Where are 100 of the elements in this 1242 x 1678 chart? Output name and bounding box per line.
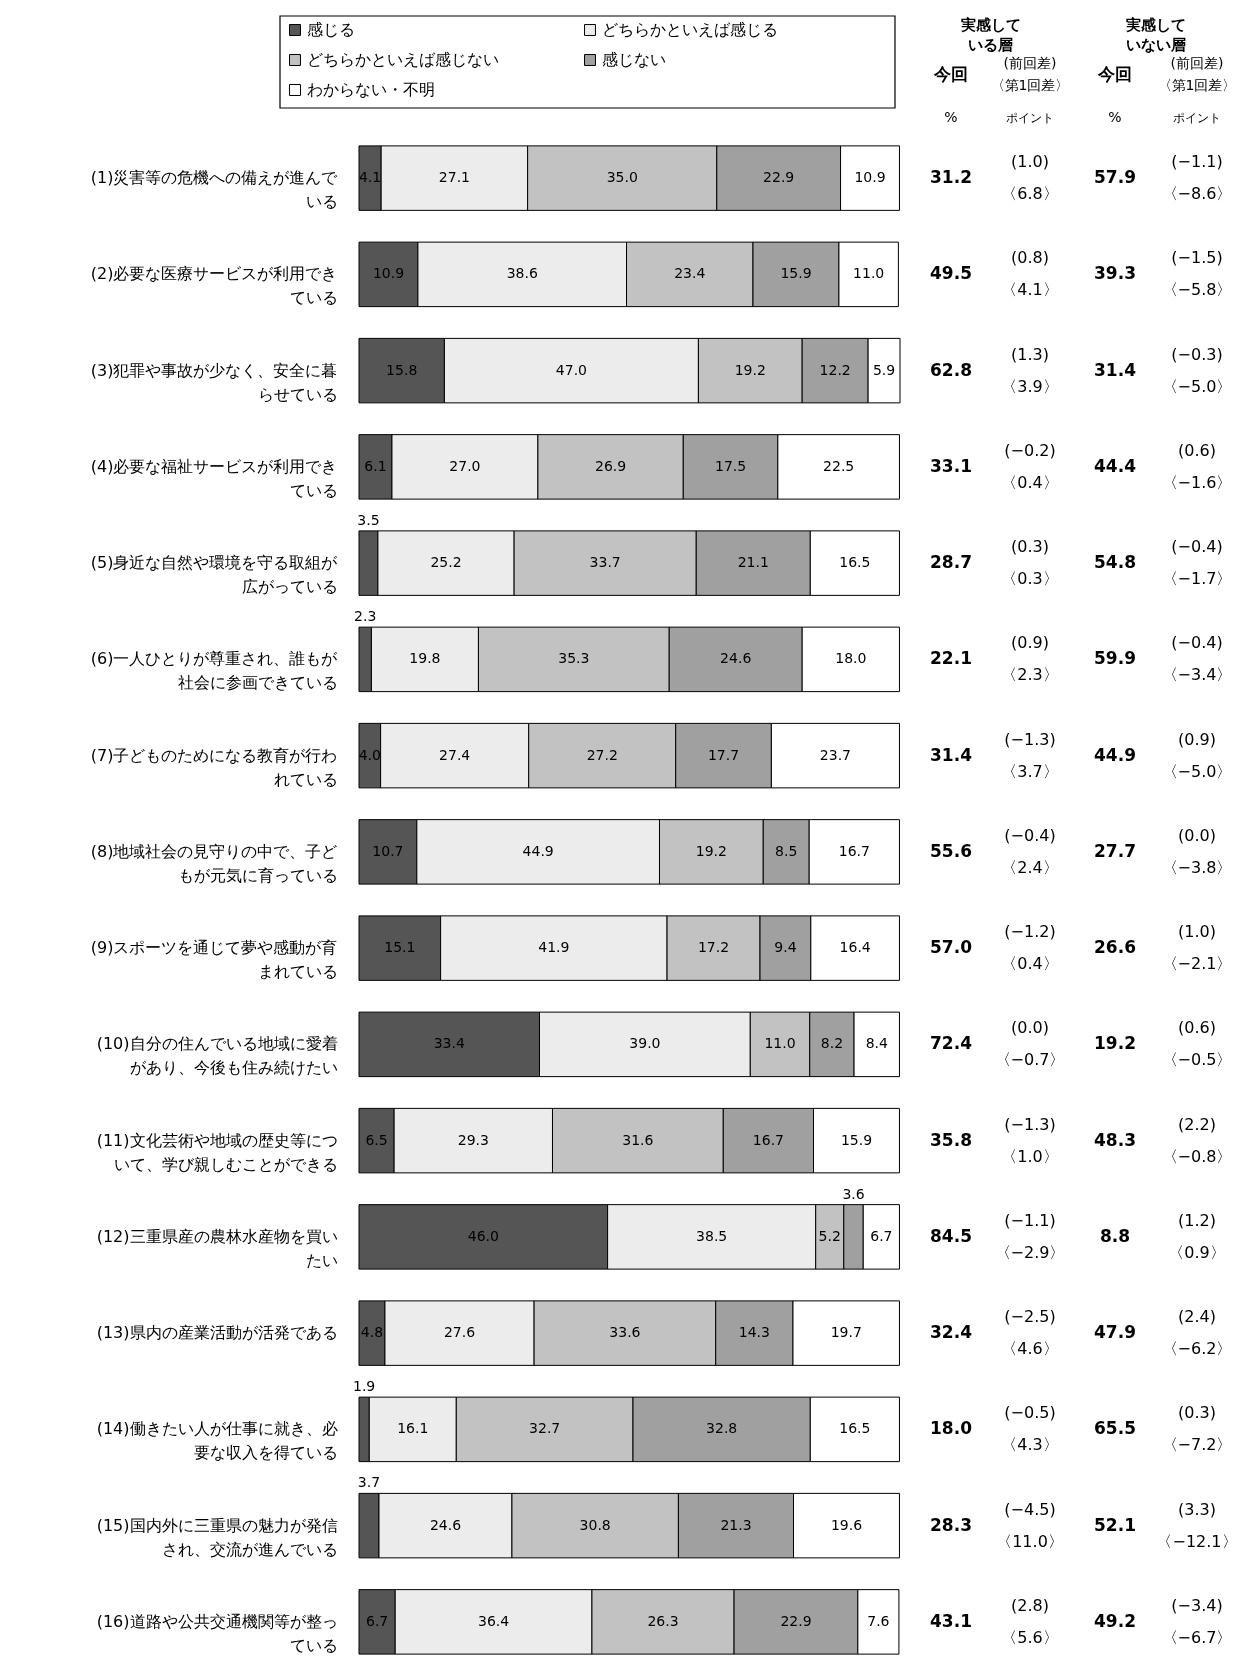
text: (−1.1) bbox=[1171, 152, 1223, 172]
text: 39.3 bbox=[1094, 263, 1136, 284]
data-label: 16.7 bbox=[752, 1131, 784, 1148]
data-label: 22.9 bbox=[763, 169, 795, 186]
y-tick-label: (8)地域社会の見守りの中で、子どもが元気に育っている bbox=[90, 841, 338, 885]
y-tick-label: (14)働きたい人が仕事に就き、必要な収入を得ている bbox=[96, 1419, 338, 1463]
text: 〈3.9〉 bbox=[1001, 376, 1059, 396]
text: 〈4.1〉 bbox=[1001, 280, 1059, 300]
data-label: 17.5 bbox=[714, 457, 747, 474]
data-label: 15.9 bbox=[840, 1131, 873, 1148]
y-tick-label: (10)自分の住んでいる地域に愛着があり、今後も住み続けたい bbox=[96, 1034, 338, 1078]
text: (−0.3) bbox=[1171, 344, 1223, 364]
data-label: 32.7 bbox=[529, 1420, 561, 1437]
text: 48.3 bbox=[1094, 1129, 1136, 1150]
data-label: 46.0 bbox=[467, 1227, 499, 1244]
data-label: 15.9 bbox=[780, 265, 812, 282]
data-label: 27.1 bbox=[438, 169, 470, 186]
text: 〈−1.7〉 bbox=[1161, 569, 1233, 589]
text: 84.5 bbox=[930, 1225, 972, 1246]
y-tick-label: (2)必要な医療サービスが利用できている bbox=[90, 264, 338, 308]
data-label: 16.5 bbox=[839, 1420, 871, 1437]
data-label: 33.4 bbox=[433, 1035, 465, 1052]
data-label: 11.0 bbox=[853, 265, 885, 282]
data-label: 12.2 bbox=[819, 361, 851, 378]
text: (−4.5) bbox=[1004, 1499, 1056, 1519]
text: 55.6 bbox=[930, 840, 972, 861]
data-label: 26.9 bbox=[595, 457, 627, 474]
data-label: 15.8 bbox=[386, 361, 418, 378]
data-label: 41.9 bbox=[538, 939, 570, 956]
y-tick-label: (3)犯罪や事故が少なく、安全に暮らせている bbox=[90, 360, 338, 404]
text: (0.3) bbox=[1178, 1403, 1216, 1423]
data-label: 8.4 bbox=[865, 1035, 888, 1052]
text: 今回 bbox=[1097, 64, 1132, 84]
y-tick-label: (6)一人ひとりが尊重され、誰もが社会に参画できている bbox=[90, 649, 339, 693]
text: 実感していない層 bbox=[1125, 16, 1186, 54]
legend-label: どちらかといえば感じる bbox=[602, 20, 778, 39]
text: 〈−5.0〉 bbox=[1161, 761, 1233, 781]
data-label: 4.1 bbox=[358, 169, 382, 186]
data-label: 35.0 bbox=[606, 169, 638, 186]
data-label: 8.5 bbox=[775, 842, 798, 859]
y-tick-label: (5)身近な自然や環境を守る取組が広がっている bbox=[90, 553, 339, 597]
data-label: 5.2 bbox=[818, 1227, 841, 1244]
data-label: 19.6 bbox=[830, 1516, 863, 1533]
text: (0.9) bbox=[1011, 633, 1049, 653]
y-tick-label: (12)三重県産の農林水産物を買いたい bbox=[96, 1226, 338, 1270]
text: 実感している層 bbox=[959, 16, 1021, 54]
text: 〈5.6〉 bbox=[1001, 1627, 1059, 1647]
text: 〈0.9〉 bbox=[1168, 1242, 1226, 1262]
text: 〈−3.8〉 bbox=[1161, 857, 1233, 877]
text: (0.9) bbox=[1178, 729, 1216, 749]
text: 54.8 bbox=[1094, 552, 1136, 573]
data-label: 16.7 bbox=[838, 842, 870, 859]
legend-label: 感じる bbox=[307, 20, 355, 39]
text: 65.5 bbox=[1094, 1418, 1136, 1439]
text: 〈−1.6〉 bbox=[1161, 472, 1233, 492]
text: (1.2) bbox=[1178, 1210, 1216, 1230]
data-label: 2.3 bbox=[354, 608, 377, 625]
data-label: 27.0 bbox=[449, 457, 481, 474]
text: 〈第1回差〉 bbox=[990, 77, 1070, 93]
data-label: 21.3 bbox=[720, 1516, 752, 1533]
text: 〈4.3〉 bbox=[1001, 1435, 1059, 1455]
text: (1.3) bbox=[1011, 344, 1049, 364]
data-label: 8.2 bbox=[820, 1035, 844, 1052]
text: (−1.3) bbox=[1004, 729, 1056, 749]
data-label: 38.6 bbox=[506, 265, 538, 282]
text: (0.8) bbox=[1011, 248, 1049, 268]
y-tick-label: (15)国内外に三重県の魅力が発信され、交流が進んでいる bbox=[96, 1515, 338, 1559]
data-label: 3.6 bbox=[842, 1185, 865, 1202]
text: 〈0.4〉 bbox=[1001, 954, 1059, 974]
data-label: 4.8 bbox=[360, 1324, 384, 1341]
text: (−0.4) bbox=[1004, 825, 1056, 845]
data-label: 17.7 bbox=[707, 746, 740, 763]
text: 〈−2.1〉 bbox=[1161, 954, 1233, 974]
data-label: 21.1 bbox=[737, 554, 769, 571]
text: (0.6) bbox=[1178, 440, 1216, 460]
data-label: 19.2 bbox=[695, 842, 727, 859]
text: 〈−6.2〉 bbox=[1161, 1339, 1233, 1359]
text: (2.8) bbox=[1011, 1595, 1049, 1615]
text: 〈−5.0〉 bbox=[1161, 376, 1233, 396]
data-label: 25.2 bbox=[430, 554, 462, 571]
data-label: 47.0 bbox=[555, 361, 587, 378]
text: (−0.5) bbox=[1004, 1403, 1056, 1423]
text: (2.2) bbox=[1178, 1114, 1216, 1134]
text: 〈0.3〉 bbox=[1001, 569, 1059, 589]
text: 〈第1回差〉 bbox=[1157, 77, 1237, 93]
text: 〈−0.7〉 bbox=[994, 1050, 1066, 1070]
text: 62.8 bbox=[930, 359, 972, 380]
data-label: 27.4 bbox=[439, 746, 471, 763]
text: 47.9 bbox=[1094, 1322, 1136, 1343]
text: 31.4 bbox=[1094, 359, 1137, 380]
text: (0.3) bbox=[1011, 537, 1049, 557]
legend-label: わからない・不明 bbox=[307, 80, 435, 99]
data-label: 6.1 bbox=[364, 457, 387, 474]
text: 28.7 bbox=[930, 552, 972, 573]
text: 〈−3.4〉 bbox=[1161, 665, 1233, 685]
text: 〈−2.9〉 bbox=[994, 1242, 1066, 1262]
y-tick-label: (13)県内の産業活動が活発である bbox=[96, 1323, 338, 1343]
data-label: 10.9 bbox=[854, 169, 886, 186]
data-label: 16.4 bbox=[839, 939, 871, 956]
text: (−0.2) bbox=[1004, 440, 1056, 460]
